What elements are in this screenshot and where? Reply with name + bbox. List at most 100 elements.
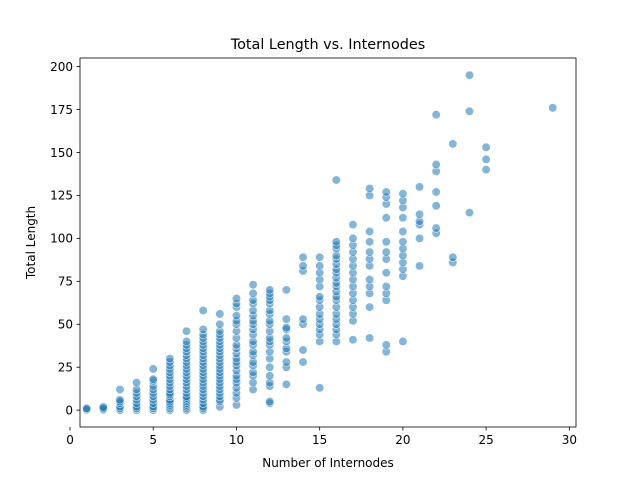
data-point	[431, 187, 441, 197]
data-point	[281, 323, 291, 333]
data-point	[415, 233, 425, 243]
data-point	[398, 237, 408, 247]
data-point	[265, 285, 275, 295]
y-axis-label: Total Length	[24, 206, 38, 280]
data-point	[548, 103, 558, 113]
data-point	[381, 281, 391, 291]
plot-frame	[79, 57, 577, 428]
data-point	[365, 333, 375, 343]
data-point	[381, 187, 391, 197]
data-point	[281, 379, 291, 389]
data-point	[431, 201, 441, 211]
data-point	[265, 397, 275, 407]
data-point	[464, 106, 474, 116]
data-point	[348, 335, 358, 345]
data-point	[381, 268, 391, 278]
data-point	[281, 314, 291, 324]
data-point	[315, 292, 325, 302]
data-point	[132, 378, 142, 388]
data-point	[231, 311, 241, 321]
x-tick-label: 20	[395, 433, 410, 447]
data-point	[248, 280, 258, 290]
data-point	[298, 252, 308, 262]
data-point	[148, 364, 158, 374]
data-point	[398, 189, 408, 199]
data-point	[481, 142, 491, 152]
data-point	[281, 285, 291, 295]
data-point	[281, 333, 291, 343]
data-point	[365, 227, 375, 237]
x-tick-label: 30	[562, 433, 577, 447]
data-point	[398, 227, 408, 237]
data-point	[448, 252, 458, 262]
data-point	[315, 252, 325, 262]
y-tick-label: 100	[50, 232, 73, 246]
data-point	[398, 336, 408, 346]
data-point	[298, 261, 308, 271]
x-tick-label: 0	[66, 433, 74, 447]
data-point	[315, 261, 325, 271]
data-point	[298, 357, 308, 367]
data-point	[415, 209, 425, 219]
data-point	[481, 165, 491, 175]
data-point	[82, 403, 92, 413]
data-point	[448, 139, 458, 149]
data-point	[464, 70, 474, 80]
data-point	[348, 220, 358, 230]
data-point	[381, 247, 391, 257]
chart-title: Total Length vs. Internodes	[230, 37, 426, 53]
data-point	[431, 110, 441, 120]
data-point	[331, 175, 341, 185]
data-point	[431, 223, 441, 233]
data-point	[365, 247, 375, 257]
y-tick-label: 175	[50, 103, 73, 117]
y-tick-label: 125	[50, 189, 73, 203]
data-point	[365, 302, 375, 312]
data-point	[331, 237, 341, 247]
data-point	[315, 383, 325, 393]
data-point	[481, 154, 491, 164]
data-point	[381, 213, 391, 223]
y-tick-label: 0	[65, 403, 73, 417]
data-point	[281, 357, 291, 367]
data-point	[415, 261, 425, 271]
data-point	[381, 237, 391, 247]
data-point	[115, 395, 125, 405]
x-axis-label: Number of Internodes	[262, 456, 394, 470]
data-point	[98, 402, 108, 412]
data-point	[365, 184, 375, 194]
x-tick-label: 5	[149, 433, 157, 447]
data-point	[248, 288, 258, 298]
data-point	[182, 336, 192, 346]
data-point	[398, 213, 408, 223]
y-tick-label: 25	[58, 361, 73, 375]
data-point	[198, 324, 208, 334]
data-point	[148, 374, 158, 384]
data-point	[464, 208, 474, 218]
y-tick-label: 150	[50, 146, 73, 160]
y-tick-label: 75	[58, 275, 73, 289]
data-point	[115, 385, 125, 395]
y-axis-ticks: 0 25 50 75 100 125 150 175 200	[50, 60, 80, 417]
data-point	[431, 160, 441, 170]
x-tick-label: 10	[229, 433, 244, 447]
data-point	[298, 314, 308, 324]
data-point	[182, 326, 192, 336]
data-point	[298, 345, 308, 355]
x-axis-ticks: 0 5 10 15 20 25 30	[66, 427, 577, 447]
data-point	[265, 371, 275, 381]
data-point	[215, 309, 225, 319]
data-point	[415, 182, 425, 192]
data-point	[365, 275, 375, 285]
points-layer	[82, 70, 558, 415]
data-point	[265, 362, 275, 372]
data-point	[215, 319, 225, 329]
x-tick-label: 15	[312, 433, 327, 447]
y-tick-label: 200	[50, 60, 73, 74]
data-point	[231, 293, 241, 303]
data-point	[365, 237, 375, 247]
x-tick-label: 25	[478, 433, 493, 447]
data-point	[348, 233, 358, 243]
